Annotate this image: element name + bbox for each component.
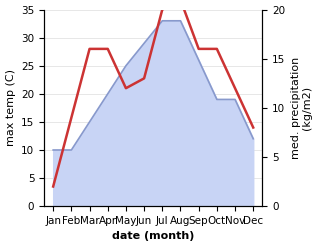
Y-axis label: max temp (C): max temp (C) [5, 69, 16, 146]
X-axis label: date (month): date (month) [112, 231, 194, 242]
Y-axis label: med. precipitation
(kg/m2): med. precipitation (kg/m2) [291, 57, 313, 159]
